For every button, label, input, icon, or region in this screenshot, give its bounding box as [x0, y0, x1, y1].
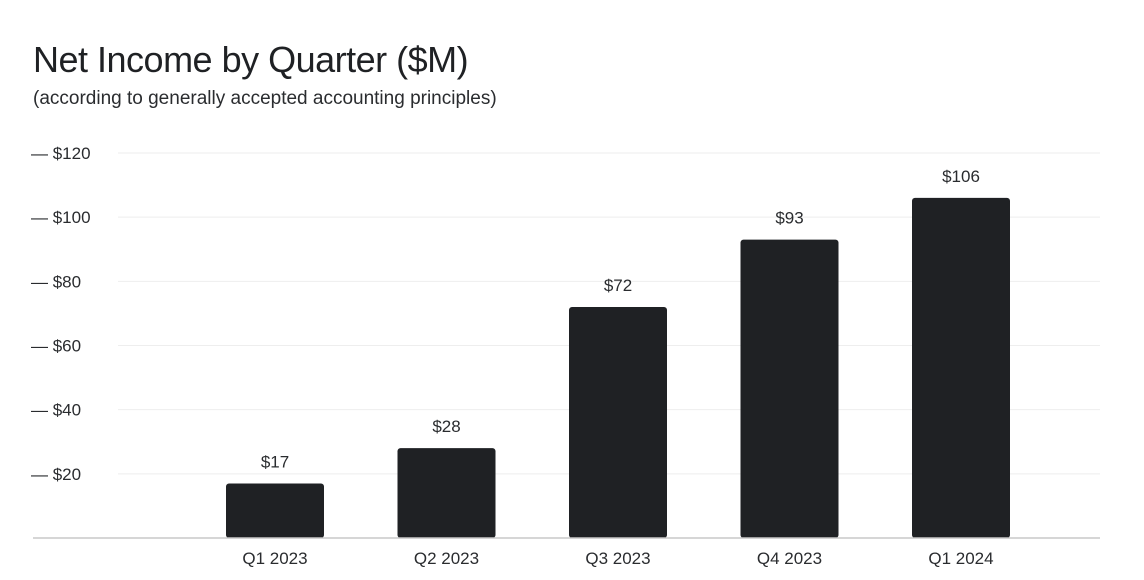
bar	[226, 483, 324, 538]
chart-title: Net Income by Quarter ($M)	[33, 39, 469, 80]
x-axis-labels: Q1 2023 Q2 2023 Q3 2023 Q4 2023 Q1 2024	[242, 549, 993, 568]
x-tick-label: Q4 2023	[757, 549, 822, 568]
y-axis-ticks: — $20 — $40 — $60 — $80 — $100 — $120	[31, 144, 91, 484]
x-tick-label: Q1 2023	[242, 549, 307, 568]
x-tick-label: Q3 2023	[585, 549, 650, 568]
bar	[569, 307, 667, 538]
y-tick-label: — $80	[31, 272, 81, 291]
data-label: $93	[775, 209, 803, 228]
bar	[740, 239, 839, 538]
data-label: $17	[261, 452, 289, 471]
y-tick-label: — $100	[31, 208, 91, 227]
x-tick-label: Q1 2024	[928, 549, 993, 568]
x-tick-label: Q2 2023	[414, 549, 479, 568]
data-labels: $17 $28 $72 $93 $106	[261, 167, 980, 472]
bar	[912, 197, 1010, 538]
bars	[226, 197, 1010, 538]
y-tick-label: — $40	[31, 401, 81, 420]
data-label: $28	[432, 417, 460, 436]
chart-subtitle: (according to generally accepted account…	[33, 88, 497, 109]
y-tick-label: — $120	[31, 144, 91, 163]
data-label: $106	[942, 167, 980, 186]
y-tick-label: — $20	[31, 465, 81, 484]
bar	[397, 448, 496, 538]
y-tick-label: — $60	[31, 337, 81, 356]
data-label: $72	[604, 276, 632, 295]
